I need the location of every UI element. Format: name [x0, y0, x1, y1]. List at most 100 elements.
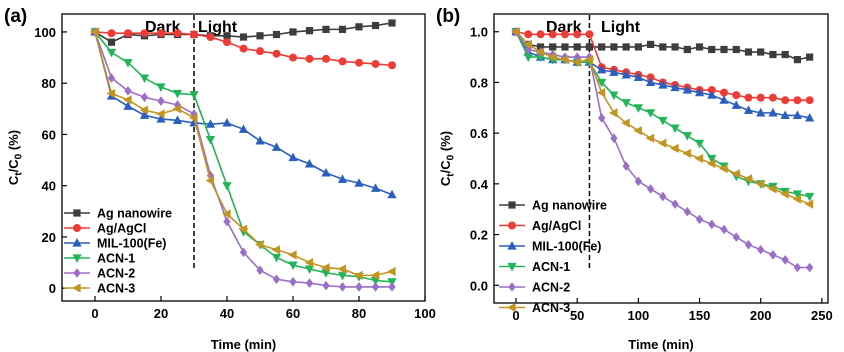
panel-a-series-ag-nanowire-point	[107, 38, 116, 46]
panel-b-series-ag-agcl-point	[768, 93, 777, 102]
panel-a-legend-marker	[73, 224, 82, 233]
panel-a-series-ag-nanowire-point	[223, 32, 231, 40]
panel-b-series-acn-2-point	[659, 191, 667, 202]
panel-a-label: (a)	[4, 6, 27, 27]
panel-b-series-ag-nanowire-point	[806, 53, 814, 61]
panel-a-series-acn-3-point	[304, 257, 314, 268]
panel-b-series-acn-3-point	[804, 199, 814, 209]
panel-b-y-tick-label: 0.8	[470, 75, 488, 90]
panel-b-series-acn-3-point	[657, 138, 667, 148]
panel-b-series-ag-nanowire-point	[732, 45, 740, 54]
panel-b-light-label: Light	[601, 19, 641, 36]
panel-a-series-acn-3-point	[172, 104, 182, 114]
panel-b-legend-entry: MIL-100(Fe)	[499, 240, 601, 254]
panel-b-series-acn-3	[511, 27, 814, 209]
panel-a-series-ag-nanowire-point	[305, 27, 314, 35]
panel-b-series-ag-agcl-point	[793, 96, 802, 105]
panel-a-series-mil-100-fe-point	[304, 158, 315, 168]
panel-a-series-mil-100-fe-point	[222, 117, 232, 127]
panel-b-x-tick-label: 0	[512, 308, 519, 323]
panel-b-series-ag-nanowire-point	[683, 45, 691, 54]
panel-a-series-ag-agcl-point	[107, 29, 116, 38]
panel-b-y-tick-label: 1.0	[470, 25, 488, 40]
panel-b: (b) 0 50 100 150 200 250 0.0 0.2 0.4 0.6 0.8 1.0 Tim…	[436, 6, 833, 352]
panel-a-series-acn-3-point	[271, 245, 281, 255]
panel-b-x-tick-label: 150	[689, 308, 711, 323]
panel-a-series-ag-nanowire-point	[338, 25, 347, 33]
panel-a-series-mil-100-fe-point	[156, 114, 166, 123]
panel-a-series-ag-agcl-point	[305, 54, 314, 63]
panel-b-series-mil-100-fe-point	[694, 87, 705, 97]
panel-b-series-acn-2-point	[720, 224, 728, 235]
panel-b-legend-marker	[507, 302, 516, 313]
panel-b-series-acn-3-point	[731, 169, 740, 179]
panel-b-series-ag-nanowire-point	[610, 43, 618, 51]
panel-b-series-acn-3-point	[670, 143, 679, 153]
panel-b-series-acn-1-point	[633, 104, 643, 113]
panel-b-legend-label: ACN-2	[532, 281, 570, 295]
panel-a-series-ag-nanowire-point	[272, 30, 281, 39]
panel-a-series-acn-2-point	[239, 247, 248, 258]
panel-a-series-acn-2-point	[140, 92, 149, 103]
panel-a-series-mil-100-fe-point	[321, 167, 331, 177]
panel-b-y-axis-title: Ct/C0 (%)	[438, 131, 457, 186]
panel-a-legend-label: ACN-2	[97, 267, 135, 281]
panel-b-series-acn-2-point	[805, 262, 814, 273]
panel-a-series-acn-1-point	[156, 83, 166, 92]
panel-a-series-acn-1-point	[304, 265, 315, 274]
panel-b-series-ag-nanowire	[512, 28, 814, 64]
panel-b-series-acn-2-point	[597, 113, 606, 123]
panel-b-series-ag-nanowire-point	[671, 43, 679, 51]
panel-b-series-mil-100-fe	[511, 26, 815, 122]
panel-b-series-ag-nanowire-point	[622, 43, 630, 51]
panel-b-series-acn-3-point	[535, 47, 545, 57]
panel-b-series-acn-2-point	[622, 161, 630, 171]
panel-b-series-acn-2-point	[769, 250, 777, 260]
panel-b-legend-label: ACN-1	[532, 260, 570, 274]
panel-b-x-axis-title: Time (min)	[628, 337, 694, 352]
panel-a-series-acn-3-point	[255, 240, 264, 250]
panel-b-series-ag-nanowire-point	[549, 43, 557, 51]
panel-a-y-tick-label: 20	[42, 230, 56, 245]
panel-a-series-acn-2-point	[338, 282, 347, 292]
panel-b-series-mil-100-fe-point	[805, 113, 815, 122]
panel-b-series-acn-1-point	[621, 99, 631, 108]
panel-b-label: (b)	[436, 6, 460, 27]
panel-a-series-acn-1-point	[123, 59, 133, 68]
panel-b-series-acn-1-point	[597, 78, 607, 88]
panel-a-series-acn-3-point	[370, 270, 380, 280]
panel-a-series-ag-nanowire-point	[388, 19, 396, 27]
panel-b-legend-entry: ACN-1	[499, 260, 570, 274]
panel-a-legend-marker	[72, 254, 82, 263]
panel-a-series-ag-agcl-point	[338, 57, 347, 66]
panel-b-y-tick-label: 0.6	[470, 126, 488, 141]
panel-b-series-acn-2-point	[671, 199, 679, 209]
panel-b-legend-label: Ag/AgCl	[532, 219, 581, 233]
panel-a-series-mil-100-fe-point	[288, 152, 298, 162]
panel-b-series-mil-100-fe-point	[768, 107, 778, 117]
panel-b-x-tick-label: 200	[750, 308, 772, 323]
panel-a-series-acn-2-point	[223, 216, 231, 227]
panel-b-series-mil-100-fe-point	[707, 90, 717, 99]
panel-a-series-mil-100-fe-point	[337, 174, 348, 183]
panel-b-legend-marker	[507, 241, 517, 250]
panel-b-series-acn-3-point	[768, 184, 777, 194]
panel-b-series-acn-2-point	[732, 232, 740, 242]
panel-b-legend-marker	[508, 282, 516, 292]
panel-a-series-ag-nanowire-point	[256, 32, 264, 40]
panel-b-legend-entry: Ag/AgCl	[499, 219, 581, 233]
panel-a-series-ag-nanowire-point	[239, 33, 248, 41]
panel-b-series-ag-nanowire-point	[793, 56, 802, 64]
panel-b-series-acn-1-point	[805, 192, 815, 202]
panel-a-plot-frame	[61, 13, 426, 302]
panel-b-plot-frame	[493, 13, 829, 304]
panel-b-series-acn-3-point	[719, 164, 728, 174]
panel-b-series-mil-100-fe-point	[597, 64, 607, 74]
panel-b-series-acn-3-point	[792, 194, 802, 204]
panel-b-series-acn-2-point	[781, 255, 789, 265]
panel-b-series-acn-1-point	[707, 154, 717, 164]
panel-b-series-acn-2-point	[744, 239, 753, 250]
panel-a-series-acn-3-point	[288, 250, 297, 260]
panel-a-series-acn-2-point	[371, 282, 380, 292]
